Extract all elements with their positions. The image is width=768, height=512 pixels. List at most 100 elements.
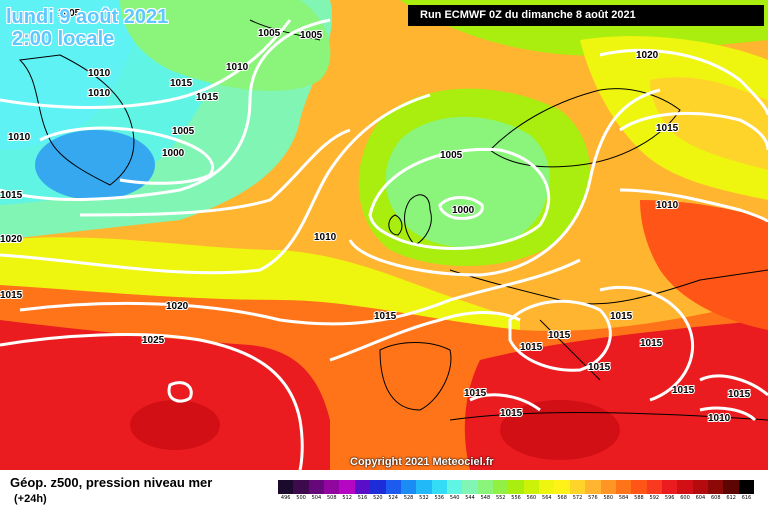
legend-tick-label: 616 [741, 495, 752, 501]
legend-swatch [585, 480, 601, 494]
legend-swatch [661, 480, 678, 494]
italy-coast [539, 319, 601, 381]
legend-tick-label: 564 [542, 495, 552, 501]
isobar-1020-northeast [599, 48, 768, 116]
legend-tick-label: 552 [495, 495, 506, 501]
legend-tick-label: 576 [588, 495, 598, 501]
legend-tick-label: 516 [357, 495, 368, 501]
legend-tick-label: 548 [480, 495, 491, 501]
greenland-coast [18, 54, 135, 186]
legend-swatch [600, 480, 616, 494]
isobar-label: 1015 [610, 311, 633, 322]
isobar-1015-spain [469, 393, 541, 412]
isobar-label: 1015 [728, 389, 751, 400]
field-northeast-gold [650, 77, 768, 170]
legend-swatch [431, 480, 447, 494]
isobar-label: 1015 [656, 123, 679, 134]
isobar-label: 1015 [520, 342, 543, 353]
isobar-label: 1015 [464, 388, 487, 399]
legend-tick-label: 588 [634, 495, 644, 501]
field-northwest-cyan [0, 0, 140, 150]
isobar-label: 1010 [226, 62, 249, 73]
legend-tick-label: 592 [649, 495, 660, 501]
isobar-1010-mid [0, 93, 431, 275]
isobar-1005-north [0, 19, 292, 109]
legend-tick-label: 532 [419, 495, 429, 501]
field-yellow-band [0, 237, 520, 330]
isobar-label: 1015 [500, 408, 523, 419]
legend-swatch [339, 480, 355, 494]
weather-map: 1005 1005 1005 1010 1010 1010 1015 1015 … [0, 0, 768, 470]
isobar-1015-west [79, 128, 351, 217]
isobar-1005-central [368, 147, 551, 250]
forecast-lead-time: (+24h) [14, 493, 47, 505]
field-central-green [385, 116, 550, 248]
isobar-1000-greenland [39, 126, 214, 185]
legend-tick-label: 528 [403, 495, 414, 501]
isobar-label: 1010 [88, 88, 111, 99]
isobar-label: 1005 [300, 30, 323, 41]
legend-tick-label: 508 [326, 495, 337, 501]
legend-tick-label: 568 [557, 495, 567, 501]
legend-tick-label: 584 [618, 495, 629, 501]
legend-swatch [723, 480, 739, 494]
isobar-label: 1015 [548, 330, 571, 341]
isobar-1015-balkans [599, 285, 695, 402]
legend-tick-label: 596 [664, 495, 675, 501]
isobar-1010-southeast [699, 406, 757, 422]
legend-swatch [446, 480, 463, 494]
legend-tick-label: 600 [680, 495, 690, 501]
isobar-label: 1015 [0, 290, 23, 301]
legend-tick-label: 572 [572, 495, 583, 501]
legend-swatch [554, 480, 570, 494]
legend-tick-label: 560 [526, 495, 537, 501]
legend-swatch [416, 480, 432, 494]
scandinavia-coast [489, 88, 681, 168]
isobar-label: 1020 [166, 301, 189, 312]
iceland-coast [249, 19, 321, 41]
isobar-label: 1010 [314, 232, 337, 243]
legend-tick-label: 520 [373, 495, 383, 501]
isobar-label: 1005 [440, 150, 463, 161]
legend-swatch [692, 480, 709, 494]
isobar-1000-central [438, 196, 484, 220]
legend-tick-label: 544 [465, 495, 475, 501]
legend-tick-label: 608 [710, 495, 721, 501]
isobar-label: 1005 [58, 8, 81, 19]
isobar-label: 1015 [196, 92, 219, 103]
legend-labels: 496 500 504 508 512 516 520 524 528 532 536 540 544 5… [278, 494, 754, 502]
isobar-label: 1010 [656, 200, 679, 211]
legend-swatch [738, 480, 755, 494]
forecast-date-title: lundi 9 août 2021 2:00 locale [6, 6, 168, 50]
isobar-label: 1000 [452, 205, 475, 216]
legend-tick-label: 512 [342, 495, 352, 501]
map-variable-title: Géop. z500, pression niveau mer [10, 475, 213, 490]
forecast-date: lundi 9 août 2021 [6, 6, 169, 28]
legend-tick-label: 536 [434, 495, 445, 501]
isobar-label: 1025 [142, 335, 165, 346]
legend-swatch [308, 480, 325, 494]
isobar-1025-south [0, 333, 304, 470]
legend-swatch [293, 480, 309, 494]
legend-swatch [385, 480, 401, 494]
field-med-dark-red [500, 400, 620, 460]
north-africa-coast [449, 412, 768, 421]
legend-swatch [508, 480, 524, 494]
legend-swatch [539, 480, 555, 494]
legend-tick-label: 580 [603, 495, 613, 501]
field-north-green [120, 0, 331, 91]
isobar-label: 1015 [588, 362, 611, 373]
legend-tick-label: 500 [296, 495, 306, 501]
legend-swatch [477, 480, 494, 494]
isobar-1010-central [348, 88, 661, 277]
copyright-notice: Copyright 2021 Meteociel.fr [350, 456, 494, 468]
field-atlantic-dark-red [130, 400, 220, 450]
isobar-label: 1015 [374, 311, 397, 322]
field-low-blue [35, 130, 155, 200]
isobar-label: 1015 [0, 190, 23, 201]
isobar-label: 1010 [8, 132, 31, 143]
field-atlantic-red [0, 320, 330, 470]
isobar-label: 1005 [172, 126, 195, 137]
isobar-high-atlantic [167, 381, 193, 403]
